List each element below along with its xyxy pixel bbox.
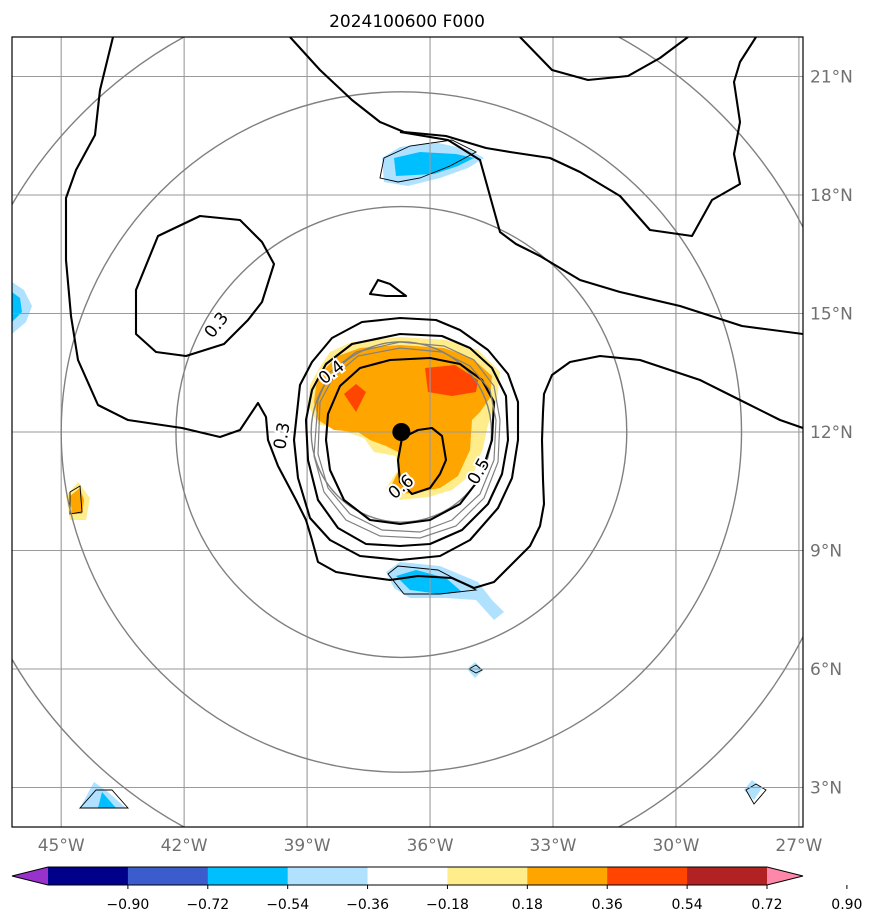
negative-anomaly-moderate <box>98 792 116 808</box>
latitude-label-2: 9°N <box>810 542 842 562</box>
colorbar-tick-label-2: −0.54 <box>266 897 309 913</box>
contour-line <box>289 37 757 238</box>
contour-line <box>396 426 448 496</box>
contour-line <box>64 37 803 590</box>
contour-line <box>399 130 803 336</box>
negative-anomaly-weak <box>12 282 32 334</box>
contour-line <box>292 316 520 562</box>
range-ring-2 <box>60 91 743 773</box>
negative-anomaly-weak <box>467 662 483 678</box>
colorbar-tick-label-5: 0.18 <box>512 897 543 913</box>
anomaly-outline <box>745 783 767 805</box>
contours <box>64 37 803 590</box>
latitude-label-1: 6°N <box>810 660 842 680</box>
longitude-label-3: 36°W <box>407 836 454 856</box>
anomaly-outline <box>78 789 130 809</box>
anomaly-outlines <box>69 139 767 809</box>
colorbar-tick-label-8: 0.72 <box>751 897 782 913</box>
negative-anomaly-moderate <box>12 292 22 322</box>
latitude-label-6: 21°N <box>810 68 853 88</box>
contour-line <box>324 356 496 526</box>
latitude-label-5: 18°N <box>810 186 853 206</box>
contour-line <box>304 332 510 548</box>
anomaly-outline <box>379 139 477 183</box>
longitude-label-1: 42°W <box>161 836 208 856</box>
colorbar-extend-low <box>12 867 48 885</box>
colorbar-tick-label-0: −0.90 <box>106 897 149 913</box>
colorbar-segment-0 <box>48 867 129 885</box>
latitude-label-0: 3°N <box>810 779 842 799</box>
positive-anomaly-strong <box>344 384 366 412</box>
colorbar-tick-label-3: −0.36 <box>346 897 389 913</box>
longitude-label-0: 45°W <box>38 836 85 856</box>
positive-anomaly-strong <box>425 365 478 396</box>
colorbar-segment-5 <box>447 867 528 885</box>
colorbar-extend-high <box>767 867 803 885</box>
colorbar-segment-1 <box>127 867 209 885</box>
secondary-contours <box>313 341 501 539</box>
longitude-label-5: 30°W <box>652 836 699 856</box>
colorbar-segment-8 <box>687 867 768 885</box>
colorbar-tick-label-1: −0.72 <box>186 897 229 913</box>
map-area: 0.30.40.30.6 0.5 <box>12 37 803 827</box>
anomaly-outline <box>468 664 483 674</box>
colorbar-tick-label-9: 0.90 <box>831 897 862 913</box>
anomaly-outline <box>387 565 478 595</box>
colorbar: −0.90 −0.72 −0.54 −0.36 −0.18 0.18 0.36 0.54 0.7… <box>11 866 862 913</box>
figure-title: 2024100600 F000 <box>329 12 485 32</box>
colorbar-tick-label-6: 0.36 <box>592 897 623 913</box>
colorbar-outline <box>11 866 804 886</box>
longitude-label-6: 27°W <box>775 836 822 856</box>
latitude-labels: 3°N 6°N 9°N 12°N 15°N 18°N 21°N <box>810 68 853 799</box>
longitude-label-2: 39°W <box>284 836 331 856</box>
range-ring-1 <box>175 205 628 659</box>
longitude-label-4: 33°W <box>530 836 577 856</box>
secondary-contour <box>317 347 497 533</box>
shaded-field <box>12 142 762 808</box>
colorbar-tick-label-4: −0.18 <box>426 897 469 913</box>
colorbar-segment-2 <box>207 867 289 885</box>
colorbar-segment-3 <box>287 867 369 885</box>
colorbar-segment-6 <box>527 867 608 885</box>
storm-center-marker <box>392 423 411 441</box>
colorbar-segment-7 <box>607 867 688 885</box>
longitude-labels: 45°W 42°W 39°W 36°W 33°W 30°W 27°W <box>38 836 823 856</box>
contour-line <box>368 278 408 298</box>
latitude-label-3: 12°N <box>810 423 853 443</box>
colorbar-tick-label-7: 0.54 <box>672 897 703 913</box>
contour-line <box>519 37 689 82</box>
map-frame <box>11 36 804 828</box>
contour-line <box>134 214 276 358</box>
latitude-label-4: 15°N <box>810 305 853 325</box>
colorbar-segment-4 <box>367 867 448 885</box>
secondary-contour <box>313 341 501 539</box>
negative-anomaly-moderate <box>394 152 474 176</box>
